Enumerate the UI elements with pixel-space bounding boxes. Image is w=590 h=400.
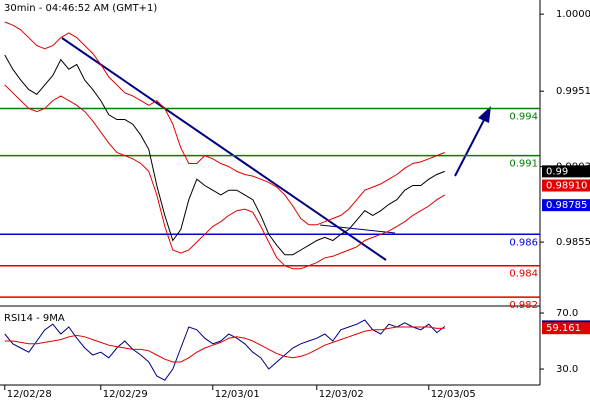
chart-title: 30min - 04:46:52 AM (GMT+1) (4, 3, 157, 14)
value-box-label: 0.99 (546, 166, 568, 177)
y-tick-label: 1.0000 (556, 9, 590, 20)
value-box (542, 179, 590, 192)
arrow (454, 117, 486, 177)
x-tick-label: 12/02/28 (7, 389, 52, 400)
x-tick-label: 12/03/01 (215, 389, 260, 400)
level-label: 0.982 (509, 300, 538, 311)
trendline (61, 37, 387, 261)
x-tick-label: 12/02/29 (103, 389, 148, 400)
level-label: 0.994 (509, 111, 538, 122)
level-label: 0.986 (509, 237, 538, 248)
x-tick-label: 12/03/02 (319, 389, 364, 400)
series-line (4, 326, 445, 363)
value-box-label: 0.98785 (546, 200, 587, 211)
value-box (542, 165, 590, 178)
value-box-label: 59.161 (546, 323, 581, 334)
value-box (542, 322, 590, 335)
value-box (542, 199, 590, 212)
series-line (4, 21, 445, 226)
level-label: 0.984 (509, 269, 538, 280)
y-tick-label: 30.0 (556, 364, 578, 375)
level-label: 0.991 (509, 159, 538, 170)
value-box-label: 0.98910 (546, 181, 587, 192)
series-line (4, 84, 446, 270)
arrow-head (478, 106, 491, 123)
panel-title: RSI14 - 9MA (4, 313, 65, 324)
y-tick-label: 0.9855 (556, 237, 590, 248)
y-tick-label: 0.9951 (556, 86, 590, 97)
y-tick-label: 70.0 (556, 308, 578, 319)
trendline (319, 224, 396, 234)
series-line (4, 54, 445, 256)
series-line (4, 319, 446, 381)
x-tick-label: 12/03/05 (431, 389, 476, 400)
